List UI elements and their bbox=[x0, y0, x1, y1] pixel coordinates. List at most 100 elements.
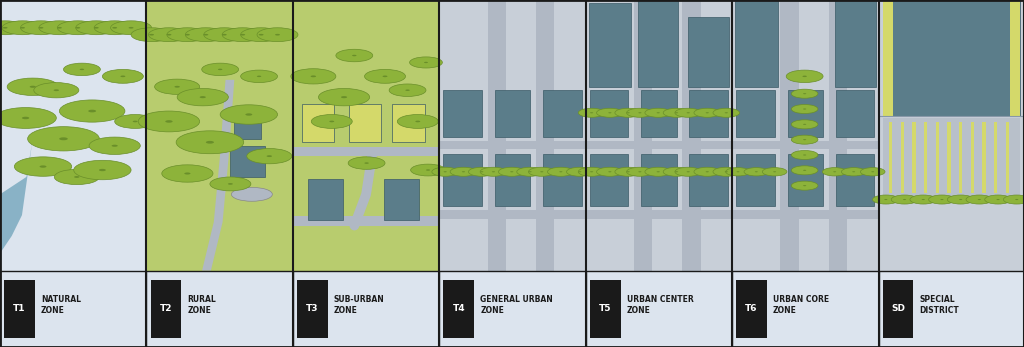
Bar bbox=[641, 90, 677, 137]
Circle shape bbox=[150, 34, 154, 35]
Circle shape bbox=[803, 109, 806, 110]
Bar bbox=[439, 151, 486, 210]
Circle shape bbox=[59, 100, 125, 122]
Circle shape bbox=[517, 167, 544, 176]
Bar bbox=[685, 87, 732, 141]
Polygon shape bbox=[0, 62, 146, 208]
Circle shape bbox=[985, 195, 1012, 204]
Circle shape bbox=[39, 21, 80, 35]
Circle shape bbox=[129, 27, 133, 28]
Bar bbox=[900, 122, 904, 193]
Circle shape bbox=[664, 108, 690, 117]
Circle shape bbox=[803, 76, 807, 77]
Circle shape bbox=[275, 34, 280, 35]
Bar bbox=[586, 271, 732, 347]
Bar bbox=[936, 122, 939, 193]
Circle shape bbox=[694, 167, 721, 176]
Circle shape bbox=[259, 34, 263, 35]
Circle shape bbox=[842, 168, 866, 176]
Bar bbox=[732, 151, 779, 210]
Circle shape bbox=[220, 105, 278, 124]
Polygon shape bbox=[202, 80, 234, 271]
Circle shape bbox=[76, 21, 117, 35]
Circle shape bbox=[803, 185, 806, 186]
Circle shape bbox=[291, 69, 336, 84]
Circle shape bbox=[155, 79, 200, 94]
Circle shape bbox=[20, 21, 61, 35]
Text: GENERAL URBAN
ZONE: GENERAL URBAN ZONE bbox=[480, 295, 553, 315]
Bar bbox=[638, 0, 678, 87]
Circle shape bbox=[614, 167, 641, 176]
Circle shape bbox=[803, 124, 806, 125]
Circle shape bbox=[365, 69, 406, 83]
Bar bbox=[307, 179, 343, 220]
Bar bbox=[590, 154, 629, 206]
Circle shape bbox=[222, 34, 226, 35]
Bar bbox=[589, 3, 631, 87]
Circle shape bbox=[786, 70, 823, 83]
Circle shape bbox=[725, 171, 728, 172]
Circle shape bbox=[348, 157, 385, 169]
Circle shape bbox=[792, 120, 818, 129]
Bar bbox=[688, 17, 729, 87]
Bar bbox=[732, 210, 879, 219]
Circle shape bbox=[627, 112, 630, 113]
Circle shape bbox=[74, 160, 131, 180]
Circle shape bbox=[528, 171, 531, 172]
Bar bbox=[958, 122, 963, 193]
Bar bbox=[883, 118, 1020, 196]
Bar bbox=[302, 104, 334, 142]
Bar bbox=[439, 0, 586, 271]
Circle shape bbox=[424, 62, 428, 63]
Bar bbox=[439, 87, 486, 141]
Circle shape bbox=[426, 169, 430, 171]
Circle shape bbox=[28, 127, 99, 151]
Bar bbox=[831, 87, 879, 141]
Circle shape bbox=[113, 27, 117, 28]
Bar bbox=[297, 280, 328, 338]
Circle shape bbox=[736, 171, 739, 172]
Circle shape bbox=[365, 162, 369, 164]
Bar bbox=[787, 154, 823, 206]
Circle shape bbox=[0, 21, 26, 35]
Bar bbox=[912, 122, 915, 193]
Bar bbox=[682, 0, 700, 271]
Circle shape bbox=[910, 195, 937, 204]
Circle shape bbox=[241, 70, 278, 83]
Circle shape bbox=[579, 171, 582, 172]
Bar bbox=[590, 280, 621, 338]
Circle shape bbox=[559, 171, 562, 172]
Text: T2: T2 bbox=[160, 304, 172, 313]
Circle shape bbox=[528, 167, 555, 176]
Circle shape bbox=[480, 171, 483, 172]
Circle shape bbox=[167, 28, 208, 42]
Circle shape bbox=[148, 28, 189, 42]
Circle shape bbox=[411, 164, 445, 176]
Circle shape bbox=[241, 28, 282, 42]
Text: T1: T1 bbox=[13, 304, 26, 313]
Bar bbox=[490, 87, 535, 141]
Bar bbox=[835, 0, 876, 87]
Circle shape bbox=[54, 169, 99, 185]
Circle shape bbox=[200, 96, 206, 98]
Circle shape bbox=[204, 28, 245, 42]
Bar bbox=[146, 0, 293, 271]
Circle shape bbox=[638, 112, 641, 113]
Circle shape bbox=[566, 167, 593, 176]
Polygon shape bbox=[0, 160, 146, 271]
Bar bbox=[293, 216, 439, 226]
Circle shape bbox=[94, 27, 98, 28]
Circle shape bbox=[675, 108, 701, 117]
Circle shape bbox=[922, 199, 925, 200]
Bar bbox=[146, 0, 293, 271]
Bar bbox=[736, 154, 775, 206]
Circle shape bbox=[597, 108, 624, 117]
Bar bbox=[293, 0, 439, 271]
Bar bbox=[146, 271, 293, 347]
Bar bbox=[0, 271, 146, 347]
Circle shape bbox=[803, 93, 806, 94]
Circle shape bbox=[792, 89, 818, 98]
Bar bbox=[487, 0, 506, 271]
Bar bbox=[924, 122, 928, 193]
Bar bbox=[879, 271, 1024, 347]
